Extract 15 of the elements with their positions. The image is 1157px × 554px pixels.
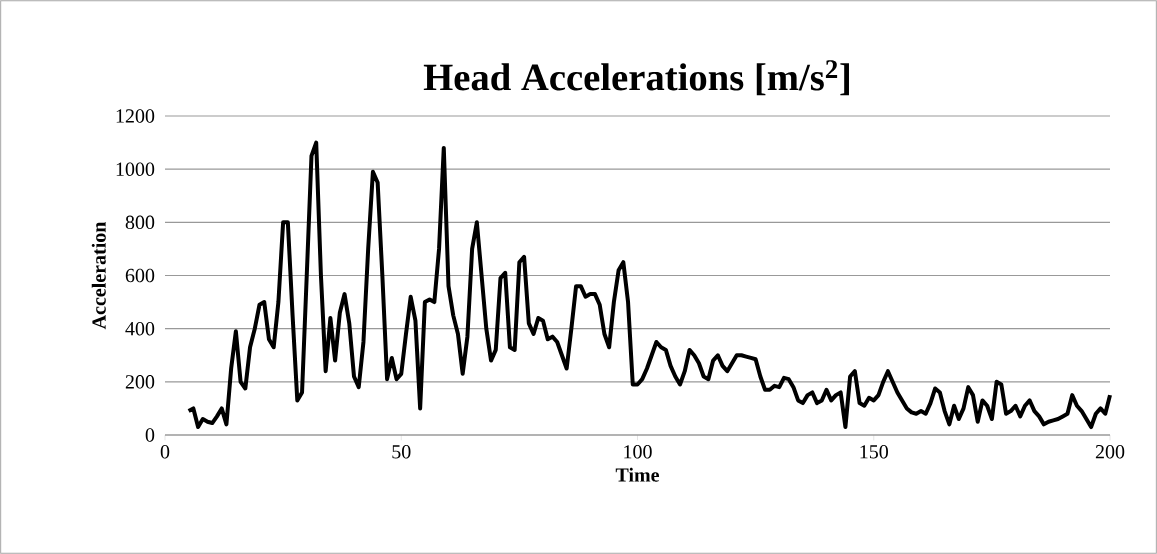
x-tick-label: 200 (1095, 445, 1125, 459)
x-tick-label: 50 (392, 445, 411, 459)
y-tick-label: 1000 (116, 162, 155, 176)
y-axis-title: Acceleration (91, 221, 106, 330)
chart-title: Head Accelerations [m/s$^{2}$] (423, 60, 849, 96)
y-tick-label: 400 (125, 321, 155, 336)
y-tick-label: 800 (125, 215, 155, 230)
x-tick-label: 0 (160, 445, 170, 459)
y-tick-label: 600 (125, 268, 155, 283)
x-tick-label: 100 (624, 445, 652, 459)
y-tick-label: 0 (145, 428, 155, 442)
x-axis-title: Time (615, 467, 660, 482)
y-tick-label: 1200 (116, 109, 155, 123)
y-tick-label: 200 (125, 375, 155, 389)
x-tick-label: 150 (860, 445, 888, 459)
